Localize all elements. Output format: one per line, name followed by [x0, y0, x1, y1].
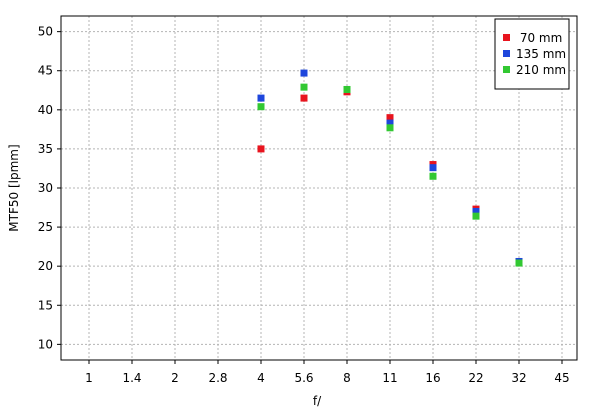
x-tick-label: 22 — [468, 371, 483, 385]
data-point — [257, 145, 265, 153]
x-tick-label: 11 — [382, 371, 397, 385]
data-point — [300, 94, 308, 102]
data-point — [515, 259, 523, 267]
x-tick-label: 16 — [425, 371, 440, 385]
series-3 — [257, 83, 523, 267]
y-tick-label: 45 — [38, 64, 53, 78]
x-tick-label: 1.4 — [122, 371, 141, 385]
y-tick-label: 40 — [38, 103, 53, 117]
x-tick-label: 45 — [554, 371, 569, 385]
x-axis-label: f/ — [313, 394, 322, 408]
data-point — [472, 212, 480, 220]
data-points — [257, 69, 523, 267]
legend-label: 70 mm — [516, 31, 562, 45]
data-point — [257, 103, 265, 111]
series-2 — [257, 69, 523, 265]
data-point — [300, 69, 308, 77]
legend-marker — [503, 50, 510, 57]
data-point — [386, 114, 394, 122]
x-tick-label: 2 — [171, 371, 179, 385]
data-point — [386, 124, 394, 132]
x-tick-label: 4 — [257, 371, 265, 385]
x-tick-label: 5.6 — [294, 371, 313, 385]
y-axis-label: MTF50 [lpmm] — [7, 144, 21, 231]
y-tick-label: 10 — [38, 337, 53, 351]
x-tick-label: 32 — [511, 371, 526, 385]
x-axis: 1 1.4 2 2.8 4 5.6 8 11 16 22 32 45 — [85, 360, 570, 385]
data-point — [429, 172, 437, 180]
y-tick-label: 50 — [38, 25, 53, 39]
y-tick-label: 15 — [38, 298, 53, 312]
legend-label: 135 mm — [516, 47, 566, 61]
legend: 70 mm 135 mm 210 mm — [494, 18, 570, 90]
y-tick-label: 20 — [38, 259, 53, 273]
y-tick-label: 25 — [38, 220, 53, 234]
data-point — [472, 207, 480, 215]
x-tick-label: 8 — [343, 371, 351, 385]
legend-marker — [503, 66, 510, 73]
y-tick-label: 30 — [38, 181, 53, 195]
data-point — [257, 94, 265, 102]
legend-marker — [503, 34, 510, 41]
data-point — [429, 164, 437, 172]
y-tick-label: 35 — [38, 142, 53, 156]
data-point — [386, 119, 394, 127]
y-axis: 10 15 20 25 30 35 40 45 50 — [38, 25, 61, 351]
x-tick-label: 1 — [85, 371, 93, 385]
data-point — [300, 83, 308, 91]
data-point — [343, 85, 351, 93]
x-tick-label: 2.8 — [208, 371, 227, 385]
legend-label: 210 mm — [516, 63, 566, 77]
